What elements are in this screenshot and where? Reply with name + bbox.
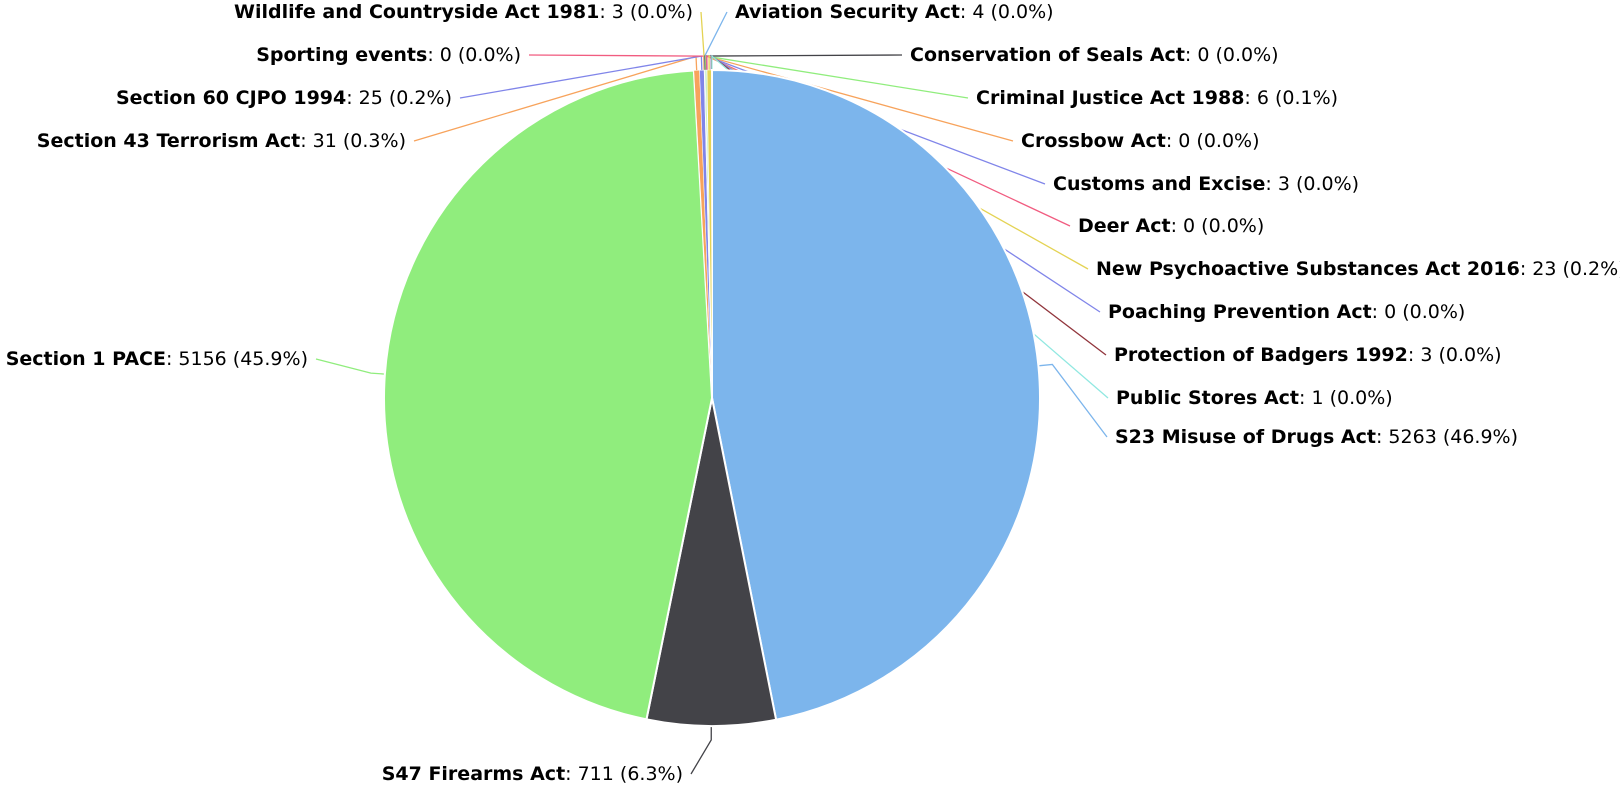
data-label-criminal-justice-act-1988: Criminal Justice Act 1988: 6 (0.1%) — [976, 87, 1338, 109]
connector-section-1-pace — [315, 358, 385, 375]
data-label-value: : 3 (0.0%) — [1408, 344, 1502, 366]
data-label-name: Section 43 Terrorism Act — [37, 130, 300, 152]
data-label-value: : 6 (0.1%) — [1244, 87, 1338, 109]
connector-deer-act — [706, 55, 1071, 227]
data-label-name: Customs and Excise — [1053, 173, 1265, 195]
data-label-value: : 0 (0.0%) — [427, 44, 521, 66]
data-label-value: : 0 (0.0%) — [1372, 301, 1466, 323]
data-label-value: : 23 (0.2%) — [1520, 258, 1620, 280]
data-label-value: : 1 (0.0%) — [1299, 387, 1393, 409]
data-label-aviation-security-act: Aviation Security Act: 4 (0.0%) — [735, 1, 1054, 23]
data-label-name: S47 Firearms Act — [382, 763, 565, 785]
data-label-value: : 3 (0.0%) — [599, 1, 693, 23]
data-label-name: Sporting events — [256, 44, 427, 66]
data-label-crossbow-act: Crossbow Act: 0 (0.0%) — [1021, 130, 1260, 152]
data-labels: S23 Misuse of Drugs Act: 5263 (46.9%) S47… — [6, 1, 1620, 785]
data-label-sporting-events: Sporting events: 0 (0.0%) — [256, 44, 521, 66]
data-label-s47-firearms-act: S47 Firearms Act: 711 (6.3%) — [382, 763, 683, 785]
data-label-name: Protection of Badgers 1992 — [1114, 344, 1408, 366]
data-label-conservation-of-seals-act: Conservation of Seals Act: 0 (0.0%) — [910, 44, 1279, 66]
pie-slice-section-1-pace[interactable] — [383, 69, 714, 721]
data-label-name: Criminal Justice Act 1988 — [976, 87, 1244, 109]
data-label-name: Public Stores Act — [1116, 387, 1299, 409]
data-label-poaching-prevention-act: Poaching Prevention Act: 0 (0.0%) — [1108, 301, 1465, 323]
data-label-name: Deer Act — [1078, 215, 1171, 237]
data-label-value: : 25 (0.2%) — [346, 87, 452, 109]
data-label-name: Wildlife and Countryside Act 1981 — [234, 1, 599, 23]
data-label-wildlife-and-countryside-act-1981: Wildlife and Countryside Act 1981: 3 (0.… — [234, 1, 693, 23]
data-label-name: Crossbow Act — [1021, 130, 1166, 152]
data-label-value: : 3 (0.0%) — [1265, 173, 1359, 195]
data-label-name: Aviation Security Act — [735, 1, 960, 23]
connector-wildlife-and-countryside-act-1981 — [700, 11, 706, 71]
data-label-value: : 5263 (46.9%) — [1376, 426, 1518, 448]
pie-slices — [383, 68, 1041, 727]
connector-s23-misuse-of-drugs-act — [1038, 363, 1108, 438]
data-label-customs-and-excise: Customs and Excise: 3 (0.0%) — [1053, 173, 1359, 195]
data-label-new-psychoactive-substances-act-2016: New Psychoactive Substances Act 2016: 23… — [1096, 258, 1620, 280]
data-label-name: Section 60 CJPO 1994 — [116, 87, 346, 109]
connector-sporting-events — [528, 54, 705, 71]
data-label-public-stores-act: Public Stores Act: 1 (0.0%) — [1116, 387, 1393, 409]
data-label-s23-misuse-of-drugs-act: S23 Misuse of Drugs Act: 5263 (46.9%) — [1115, 426, 1518, 448]
data-label-name: Section 1 PACE — [6, 348, 166, 370]
data-label-section-43-terrorism-act: Section 43 Terrorism Act: 31 (0.3%) — [37, 130, 406, 152]
data-label-name: S23 Misuse of Drugs Act — [1115, 426, 1376, 448]
data-label-value: : 711 (6.3%) — [565, 763, 683, 785]
data-label-section-60-cjpo-1994: Section 60 CJPO 1994: 25 (0.2%) — [116, 87, 452, 109]
data-label-name: Poaching Prevention Act — [1108, 301, 1372, 323]
data-label-value: : 0 (0.0%) — [1185, 44, 1279, 66]
data-label-name: Conservation of Seals Act — [910, 44, 1185, 66]
connector-s47-firearms-act — [690, 725, 712, 775]
data-label-value: : 0 (0.0%) — [1171, 215, 1265, 237]
data-label-value: : 0 (0.0%) — [1166, 130, 1260, 152]
data-label-deer-act: Deer Act: 0 (0.0%) — [1078, 215, 1264, 237]
data-label-value: : 5156 (45.9%) — [166, 348, 308, 370]
data-label-value: : 31 (0.3%) — [300, 130, 406, 152]
data-label-value: : 4 (0.0%) — [960, 1, 1054, 23]
connector-conservation-of-seals-act — [704, 54, 903, 71]
pie-slice-s47-firearms-act[interactable] — [645, 397, 778, 727]
data-label-protection-of-badgers-1992: Protection of Badgers 1992: 3 (0.0%) — [1114, 344, 1502, 366]
data-label-name: New Psychoactive Substances Act 2016 — [1096, 258, 1520, 280]
pie-slice-s23-misuse-of-drugs-act[interactable] — [711, 68, 1041, 721]
data-label-section-1-pace: Section 1 PACE: 5156 (45.9%) — [6, 348, 308, 370]
